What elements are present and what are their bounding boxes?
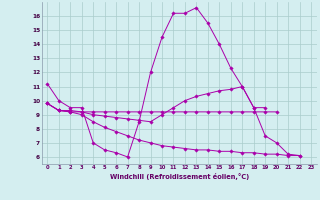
X-axis label: Windchill (Refroidissement éolien,°C): Windchill (Refroidissement éolien,°C) [109,173,249,180]
